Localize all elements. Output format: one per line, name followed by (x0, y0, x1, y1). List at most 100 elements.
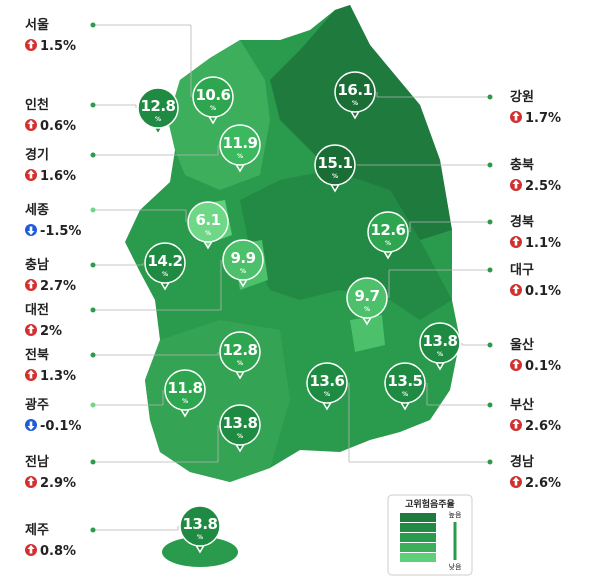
trend-arrow (27, 370, 35, 379)
daegu (350, 315, 385, 352)
pin (419, 322, 461, 364)
trend-arrow (512, 360, 520, 369)
pin-value: 9.7 (354, 287, 379, 305)
leader-dot (487, 162, 493, 168)
pin-value: 6.1 (195, 211, 220, 229)
pin (187, 201, 229, 243)
pin-value: 12.8 (140, 97, 175, 115)
region-name: 전남 (25, 454, 49, 470)
pin (306, 362, 348, 404)
pin-unit: % (324, 391, 330, 398)
region-name: 대구 (510, 263, 534, 278)
pin (192, 76, 234, 118)
legend-swatch (400, 533, 436, 542)
pin (346, 277, 388, 319)
leader-dot (487, 267, 493, 273)
pin-value: 14.2 (147, 252, 182, 270)
trend-arrow (512, 477, 520, 486)
change: -1.5% (40, 224, 81, 239)
trend-arrow (512, 180, 520, 189)
change: -0.1% (40, 419, 81, 434)
pin-unit: % (352, 100, 358, 107)
pin-value: 15.1 (317, 154, 352, 172)
leader-dot (90, 527, 96, 533)
pin-value: 13.5 (387, 372, 422, 390)
trend-arrow (27, 477, 35, 486)
trend-arrow (27, 170, 35, 179)
change: 2.7% (40, 279, 76, 294)
change: 0.1% (525, 359, 561, 374)
pin-value: 16.1 (337, 81, 372, 99)
pin-value: 13.8 (182, 515, 217, 533)
pin (144, 242, 186, 284)
change: 1.7% (525, 111, 561, 126)
pin-unit: % (240, 268, 246, 275)
change: 1.6% (40, 169, 76, 184)
pin-unit: % (182, 398, 188, 405)
region-name: 대전 (25, 302, 49, 318)
region-name: 충남 (25, 257, 49, 273)
trend-arrow (27, 545, 35, 554)
pin-value: 12.6 (370, 221, 405, 239)
pin (384, 362, 426, 404)
legend-swatch (400, 543, 436, 552)
region-name: 광주 (25, 398, 49, 413)
pin-unit: % (155, 116, 161, 123)
trend-arrow (512, 112, 520, 121)
region-name: 서울 (25, 17, 49, 33)
trend-arrow (27, 120, 35, 129)
pin-value: 13.8 (222, 414, 257, 432)
pin-unit: % (364, 306, 370, 313)
legend-swatch (400, 513, 436, 522)
change: 1.5% (40, 39, 76, 54)
pin (219, 331, 261, 373)
pin (219, 404, 261, 446)
pin-unit: % (237, 153, 243, 160)
leader-dot (90, 152, 96, 158)
region-name: 충북 (510, 157, 534, 173)
region-name: 세종 (25, 203, 49, 218)
legend: 고위험음주율 높음 낮음 (387, 494, 473, 576)
pin (334, 71, 376, 113)
leader-dot (90, 207, 96, 213)
pin-value: 9.9 (230, 249, 255, 267)
trend-arrow (512, 285, 520, 294)
change: 2.9% (40, 476, 76, 491)
leader-dot (487, 94, 493, 100)
region-name: 경북 (510, 214, 534, 230)
change: 2% (40, 324, 62, 339)
region-name: 제주 (25, 523, 49, 538)
leader-dot (90, 262, 96, 268)
pin-unit: % (402, 391, 408, 398)
change: 2.5% (525, 179, 561, 194)
pin-unit: % (437, 351, 443, 358)
map (125, 5, 460, 567)
leader-dot (487, 219, 493, 225)
pin (367, 211, 409, 253)
region-name: 강원 (510, 89, 534, 105)
change: 2.6% (525, 419, 561, 434)
east-region (270, 5, 452, 240)
change: 1.3% (40, 369, 76, 384)
region-name: 인천 (25, 97, 49, 113)
leader-dot (487, 342, 493, 348)
pin (222, 239, 264, 281)
pin-value: 12.8 (222, 341, 257, 359)
pin-unit: % (332, 173, 338, 180)
pin (179, 505, 221, 547)
pin (137, 87, 179, 129)
trend-arrow (512, 237, 520, 246)
legend-low: 낮음 (449, 562, 462, 571)
leader-dot (90, 22, 96, 28)
leader-dot (90, 102, 96, 108)
change: 1.1% (525, 236, 561, 251)
leader-dot (487, 402, 493, 408)
leader-dot (90, 402, 96, 408)
trend-arrow (27, 280, 35, 289)
leader-dot (90, 307, 96, 313)
trend-arrow (27, 421, 35, 430)
trend-arrow (27, 226, 35, 235)
pin-unit: % (197, 534, 203, 541)
pin (314, 144, 356, 186)
